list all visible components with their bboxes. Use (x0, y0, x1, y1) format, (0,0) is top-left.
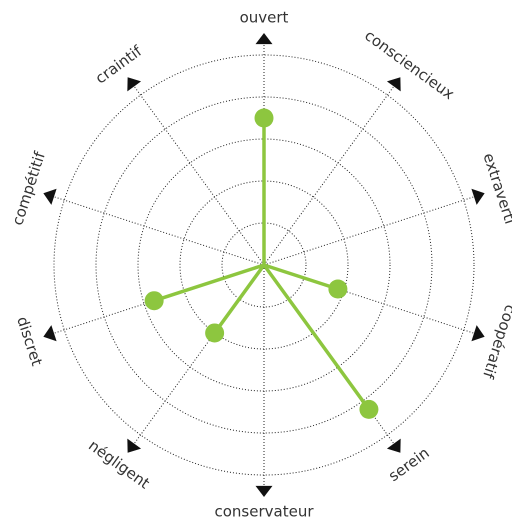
data-point (144, 291, 164, 311)
axis-arrow (43, 325, 57, 342)
data-point (328, 279, 348, 299)
data-point (359, 399, 379, 419)
spoke-line (262, 263, 371, 412)
axis-label: conservateur (215, 503, 315, 519)
axis-arrow (255, 33, 273, 45)
grid-ring (137, 138, 391, 392)
grid-ring (95, 96, 433, 434)
grid-ring (221, 222, 307, 308)
data-point (205, 323, 225, 343)
axis-arrow (43, 188, 57, 205)
axis-label: discret (13, 314, 46, 368)
axis-label: négligent (85, 436, 153, 492)
axis-spoke (133, 85, 265, 266)
axis-label: consciencieux (361, 26, 457, 103)
axis-arrow (127, 438, 142, 453)
axis-label: extraverti (479, 151, 512, 226)
axis-arrow (471, 188, 485, 205)
axis-arrow (255, 485, 273, 497)
axis-label: ouvert (240, 9, 289, 27)
axis-spoke (52, 195, 265, 266)
axis-label: compétitif (8, 149, 49, 228)
axis-arrow (386, 438, 401, 453)
grid-ring (53, 54, 475, 476)
axis-label: coopératif (479, 303, 512, 382)
data-point (254, 108, 274, 128)
grid-ring (179, 180, 349, 350)
axis-arrow (386, 77, 401, 92)
spoke-line (152, 263, 266, 303)
axis-spoke (263, 195, 476, 266)
spoke-line (212, 263, 266, 335)
spoke-line (262, 263, 340, 291)
axis-spoke (263, 85, 395, 266)
axis-arrow (471, 325, 485, 342)
axis-arrow (127, 77, 142, 92)
